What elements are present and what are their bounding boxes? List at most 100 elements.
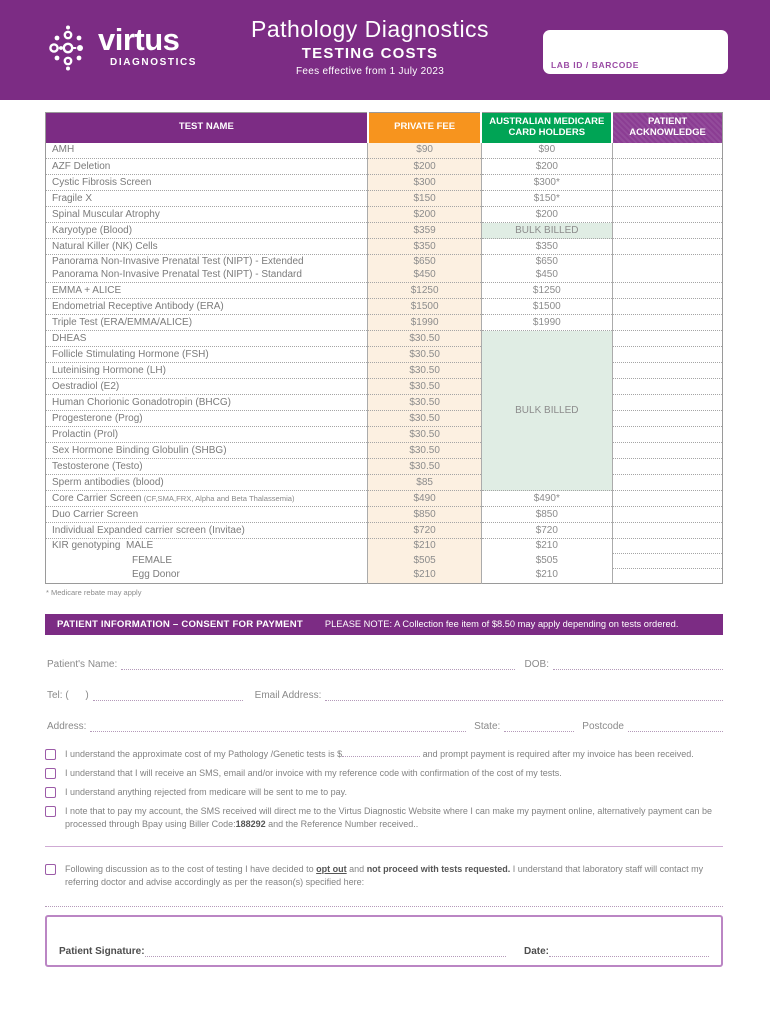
patient-acknowledge-cell[interactable] bbox=[611, 174, 723, 192]
medicare-fee-cell: $200 bbox=[480, 206, 613, 224]
private-fee-cell: $350 bbox=[367, 238, 482, 256]
consent-checkbox[interactable] bbox=[45, 786, 56, 798]
test-name-cell: Sex Hormone Binding Globulin (SHBG) bbox=[45, 442, 368, 460]
table-row: AMH $90 $90 bbox=[45, 142, 723, 160]
patient-acknowledge-cell[interactable] bbox=[611, 410, 723, 428]
test-name-text: AZF Deletion bbox=[52, 160, 111, 172]
test-name-cell: Prolactin (Prol) bbox=[45, 426, 368, 444]
patient-acknowledge-cell[interactable] bbox=[611, 238, 723, 256]
postcode-input[interactable] bbox=[628, 719, 723, 732]
optout-checkbox[interactable] bbox=[45, 864, 56, 876]
test-name-cell: Karyotype (Blood) bbox=[45, 222, 368, 240]
test-name-text: DHEAS bbox=[52, 332, 87, 344]
test-name-cell: EMMA + ALICE bbox=[45, 282, 368, 300]
brand-subtitle: DIAGNOSTICS bbox=[110, 57, 198, 68]
patient-acknowledge-cell[interactable] bbox=[611, 362, 723, 380]
table-row: AZF Deletion $200 $200 bbox=[45, 158, 723, 176]
test-name-cell: Progesterone (Prog) bbox=[45, 410, 368, 428]
table-row: KIR genotyping MALE $210 $210 bbox=[46, 538, 723, 555]
patient-acknowledge-cell[interactable] bbox=[611, 222, 723, 240]
address-label: Address: bbox=[47, 720, 87, 732]
table-row: Oestradiol (E2) $30.50 bbox=[45, 378, 723, 396]
patient-acknowledge-cell[interactable] bbox=[611, 346, 723, 364]
patient-acknowledge-cell[interactable] bbox=[611, 206, 723, 224]
patient-acknowledge-cell[interactable] bbox=[611, 426, 723, 444]
table-row: Prolactin (Prol) $30.50 bbox=[45, 426, 723, 444]
table-row: Duo Carrier Screen $850 $850 bbox=[45, 506, 723, 524]
test-name-text: Natural Killer (NK) Cells bbox=[52, 240, 158, 252]
consent-checkbox[interactable] bbox=[45, 805, 56, 817]
postcode-label: Postcode bbox=[582, 720, 624, 732]
patient-acknowledge-cell[interactable] bbox=[611, 298, 723, 316]
private-fee-cell: $720 bbox=[367, 522, 482, 540]
test-name-cell: Testosterone (Testo) bbox=[45, 458, 368, 476]
test-name-text: Follicle Stimulating Hormone (FSH) bbox=[52, 348, 209, 360]
patient-acknowledge-cell[interactable] bbox=[611, 190, 723, 208]
dob-label: DOB: bbox=[524, 658, 549, 670]
address-input[interactable] bbox=[90, 719, 467, 732]
test-name-text: Endometrial Receptive Antibody (ERA) bbox=[52, 300, 224, 312]
tel-input[interactable] bbox=[92, 688, 243, 701]
medicare-fee-cell: BULK BILLED bbox=[480, 330, 613, 492]
test-name-subtext: MALE bbox=[126, 540, 154, 552]
patient-acknowledge-cell[interactable] bbox=[611, 158, 723, 176]
test-name-cell: Fragile X bbox=[45, 190, 368, 208]
medicare-fee-cell: $1250 bbox=[480, 282, 613, 300]
table-row: Sex Hormone Binding Globulin (SHBG) $30.5… bbox=[45, 442, 723, 460]
patient-acknowledge-cell[interactable] bbox=[611, 474, 723, 492]
table-row: FEMALE $505 $505 bbox=[46, 553, 723, 569]
col-header-test-name: TEST NAME bbox=[45, 112, 368, 143]
test-table-body: AMH $90 $90 AZF Deletion $200 $200 Cystic Fibr… bbox=[45, 142, 723, 584]
patient-acknowledge-cell[interactable] bbox=[611, 553, 723, 569]
patient-acknowledge-cell[interactable] bbox=[611, 394, 723, 412]
reason-input-line[interactable] bbox=[45, 906, 723, 908]
consent-item-text: I understand anything rejected from medi… bbox=[65, 786, 723, 799]
patient-acknowledge-cell[interactable] bbox=[611, 442, 723, 460]
patient-acknowledge-cell[interactable] bbox=[611, 142, 723, 160]
table-row: Karyotype (Blood) $359 BULK BILLED bbox=[45, 222, 723, 240]
state-input[interactable] bbox=[504, 719, 575, 732]
patient-acknowledge-cell[interactable] bbox=[611, 254, 723, 284]
patient-acknowledge-cell[interactable] bbox=[611, 282, 723, 300]
cost-amount-input[interactable] bbox=[342, 748, 421, 757]
patient-name-input[interactable] bbox=[121, 657, 515, 670]
lab-id-barcode-box[interactable]: LAB ID / BARCODE bbox=[543, 30, 728, 74]
patient-acknowledge-cell[interactable] bbox=[611, 314, 723, 332]
table-row: Testosterone (Testo) $30.50 bbox=[45, 458, 723, 476]
consent-checkbox[interactable] bbox=[45, 767, 56, 779]
test-name-text: Triple Test (ERA/EMMA/ALICE) bbox=[52, 316, 193, 328]
table-row: Egg Donor $210 $210 bbox=[46, 568, 723, 584]
patient-acknowledge-cell[interactable] bbox=[611, 330, 723, 348]
test-name-text: Panorama Non-Invasive Prenatal Test (NIP… bbox=[52, 268, 302, 280]
patient-acknowledge-cell[interactable] bbox=[611, 522, 723, 540]
medicare-fee-cell: $1500 bbox=[480, 298, 613, 316]
patient-acknowledge-cell[interactable] bbox=[611, 568, 723, 584]
test-name-cell: DHEAS bbox=[45, 330, 368, 348]
patient-acknowledge-cell[interactable] bbox=[611, 506, 723, 524]
section-divider bbox=[45, 846, 723, 848]
table-row: Human Chorionic Gonadotropin (BHCG) $30.5… bbox=[45, 394, 723, 412]
optout-row: Following discussion as to the cost of t… bbox=[45, 863, 723, 889]
col-header-patient-acknowledge: PATIENT ACKNOWLEDGE bbox=[611, 112, 723, 143]
date-input[interactable] bbox=[549, 945, 709, 958]
patient-acknowledge-cell[interactable] bbox=[611, 458, 723, 476]
patient-acknowledge-cell[interactable] bbox=[611, 538, 723, 555]
test-name-text: Fragile X bbox=[52, 192, 93, 204]
table-row: DHEAS $30.50 BULK BILLED bbox=[45, 330, 723, 492]
col-header-private-fee: PRIVATE FEE bbox=[366, 112, 482, 143]
testing-costs-table: TEST NAME PRIVATE FEE AUSTRALIAN MEDICAR… bbox=[45, 112, 723, 584]
test-name-cell: Individual Expanded carrier screen (Invi… bbox=[45, 522, 368, 540]
medicare-rebate-footnote: * Medicare rebate may apply bbox=[46, 587, 142, 597]
patient-signature-input[interactable] bbox=[144, 945, 506, 958]
patient-acknowledge-cell[interactable] bbox=[611, 490, 723, 508]
private-fee-cell: $85 bbox=[367, 474, 482, 492]
consent-checkbox[interactable] bbox=[45, 748, 56, 760]
dob-input[interactable] bbox=[553, 657, 723, 670]
private-fee-cell: $90 bbox=[367, 142, 482, 160]
fee-value: $650 bbox=[413, 256, 436, 268]
email-input[interactable] bbox=[325, 688, 723, 701]
patient-acknowledge-cell[interactable] bbox=[611, 378, 723, 396]
private-fee-cell: $850 bbox=[367, 506, 482, 524]
test-name-cell: Oestradiol (E2) bbox=[45, 378, 368, 396]
